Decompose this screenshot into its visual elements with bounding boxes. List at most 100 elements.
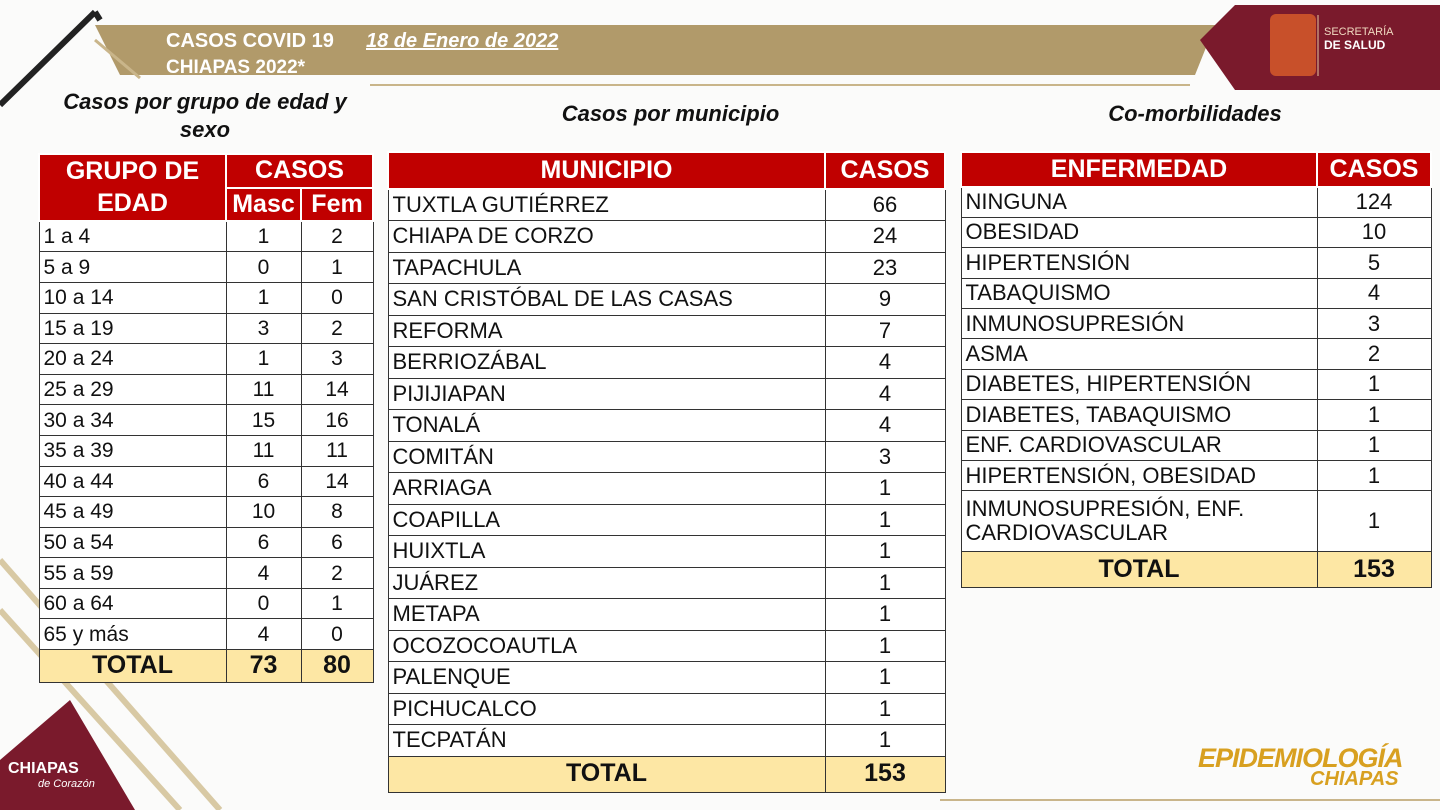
table-cell: 5 — [1316, 247, 1432, 279]
table-row: 35 a 39 11 11 — [38, 434, 374, 467]
table-cell: ENF. CARDIOVASCULAR — [960, 429, 1318, 462]
table-cell: 6 — [225, 465, 302, 498]
header-date: 18 de Enero de 2022 — [366, 30, 559, 52]
total-row: TOTAL 153 — [960, 551, 1432, 589]
table-row: BERRIOZÁBAL 4 — [387, 346, 946, 379]
table-row: 55 a 59 4 2 — [38, 557, 374, 589]
table-row: DIABETES, HIPERTENSIÓN 1 — [960, 368, 1432, 401]
table-row: REFORMA 7 — [387, 314, 946, 347]
table-cell: 8 — [300, 496, 374, 528]
table-row: METAPA 1 — [387, 598, 946, 631]
table-cell: 1 — [824, 598, 946, 631]
table-cell: 1 — [824, 661, 946, 694]
table-cell: 1 a 4 — [38, 220, 227, 253]
table-row: ARRIAGA 1 — [387, 472, 946, 505]
section-title: Casos por municipio — [561, 101, 780, 126]
table-cell: 3 — [1316, 308, 1432, 340]
table-cell: 1 — [824, 472, 946, 505]
table-row: INMUNOSUPRESIÓN 3 — [960, 308, 1432, 340]
table-cell: 10 — [1316, 216, 1432, 249]
table-cell: 50 a 54 — [38, 526, 227, 559]
table-cell: 5 a 9 — [38, 251, 227, 283]
total-cell: TOTAL — [960, 551, 1318, 589]
table-cell: 1 — [300, 251, 374, 283]
table-cell: HIPERTENSIÓN, OBESIDAD — [960, 460, 1318, 492]
total-cell: TOTAL — [38, 649, 227, 684]
table-cell: NINGUNA — [960, 186, 1318, 218]
table-row: 20 a 24 1 3 — [38, 343, 374, 375]
footer-logo-bg — [0, 700, 135, 810]
header-title: CASOS COVID 19 — [166, 30, 334, 52]
total-row: TOTAL 153 — [387, 755, 946, 793]
table-cell: 124 — [1316, 186, 1432, 218]
decor-line — [94, 38, 141, 80]
decor-line — [0, 558, 223, 810]
table-row: ENF. CARDIOVASCULAR 1 — [960, 429, 1432, 462]
table-cell: 1 — [1316, 368, 1432, 401]
table-cell: 60 a 64 — [38, 587, 227, 620]
table-cell: BERRIOZÁBAL — [387, 346, 826, 379]
header-row: GRUPO DE EDAD CASOS — [38, 152, 374, 223]
table-row: 15 a 19 3 2 — [38, 312, 374, 345]
table-cell: 4 — [824, 346, 946, 379]
table-cell: TABAQUISMO — [960, 277, 1318, 310]
table-cell: 1 — [824, 503, 946, 536]
table-cell: 1 — [824, 692, 946, 725]
table-cell: 2 — [1316, 338, 1432, 370]
table-cell: TUXTLA GUTIÉRREZ — [387, 188, 826, 221]
table-row: TONALÁ 4 — [387, 409, 946, 442]
table-cell: ARRIAGA — [387, 472, 826, 505]
logo-text: DE SALUD — [1324, 38, 1386, 52]
table-cell: 1 — [824, 535, 946, 568]
table-cell: 7 — [824, 314, 946, 347]
table-row: 45 a 49 10 8 — [38, 496, 374, 528]
table-row: HUIXTLA 1 — [387, 535, 946, 568]
total-cell: 153 — [824, 755, 946, 793]
total-cell: 153 — [1316, 551, 1432, 589]
table-cell: SAN CRISTÓBAL DE LAS CASAS — [387, 283, 826, 316]
table-cell: 2 — [300, 312, 374, 345]
table-cell: INMUNOSUPRESIÓN — [960, 308, 1318, 340]
table-cell: 0 — [225, 251, 302, 283]
table-cell: INMUNOSUPRESIÓN, ENF. CARDIOVASCULAR — [960, 490, 1318, 553]
table-cell: 11 — [225, 434, 302, 467]
table-cell: TECPATÁN — [387, 724, 826, 757]
header-cell: Masc — [225, 186, 302, 223]
table-cell: 4 — [225, 557, 302, 589]
header-cell: MUNICIPIO — [387, 151, 826, 190]
logo-bg — [1200, 5, 1440, 90]
table-cell: 4 — [1316, 277, 1432, 310]
table-cell: TONALÁ — [387, 409, 826, 442]
table-cell: 14 — [300, 465, 374, 498]
table-body: MUNICIPIO CASOS TUXTLA GUTIÉRREZ 66 CHIAPA D… — [387, 151, 946, 793]
table-cell: 14 — [300, 373, 374, 406]
table-cell: 24 — [824, 220, 946, 253]
table-cell: PIJIJIAPAN — [387, 377, 826, 410]
table-cell: 4 — [225, 618, 302, 651]
decor-line — [0, 9, 98, 108]
table-cell: OBESIDAD — [960, 216, 1318, 249]
section-title: Co-morbilidades — [1108, 101, 1282, 126]
table-row: ASMA 2 — [960, 338, 1432, 370]
table-row: INMUNOSUPRESIÓN, ENF. CARDIOVASCULAR 1 — [960, 490, 1432, 553]
header-cell: CASOS — [225, 153, 374, 189]
table-cell: 0 — [300, 618, 374, 651]
header-cell: CASOS — [824, 151, 946, 190]
table-cell: 1 — [824, 724, 946, 757]
table-row: 40 a 44 6 14 — [38, 465, 374, 498]
table-cell: REFORMA — [387, 314, 826, 347]
footer-logo-sub: de Corazón — [38, 778, 95, 790]
decor-line — [0, 607, 183, 810]
table-cell: 55 a 59 — [38, 557, 227, 589]
table-row: TABAQUISMO 4 — [960, 277, 1432, 310]
table-cell: 3 — [824, 440, 946, 473]
table-cell: TAPACHULA — [387, 251, 826, 284]
table-cell: 10 a 14 — [38, 281, 227, 314]
table-cell: 0 — [225, 587, 302, 620]
table-row: HIPERTENSIÓN, OBESIDAD 1 — [960, 460, 1432, 492]
table-cell: 1 — [300, 587, 374, 620]
table-row: CHIAPA DE CORZO 24 — [387, 220, 946, 253]
